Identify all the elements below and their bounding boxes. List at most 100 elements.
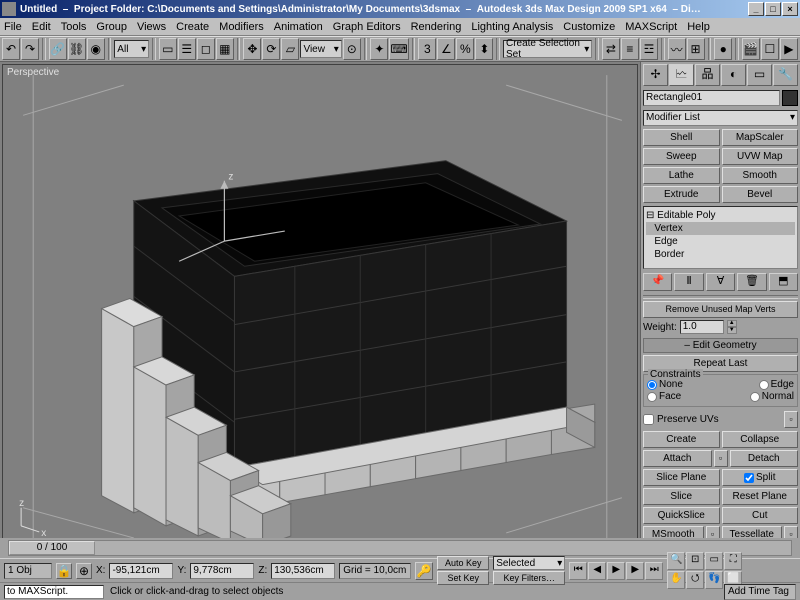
tab-create[interactable]: ✢ bbox=[643, 64, 668, 86]
constraint-none[interactable]: None bbox=[647, 379, 683, 390]
manipulate-button[interactable]: ✦ bbox=[370, 38, 388, 60]
scale-button[interactable]: ▱ bbox=[281, 38, 299, 60]
nav-zoomall[interactable]: ⊡ bbox=[686, 552, 704, 570]
coord-z[interactable]: 130,536cm bbox=[271, 563, 335, 579]
selection-set-combo[interactable]: Create Selection Set▾ bbox=[503, 40, 592, 58]
refcoord-combo[interactable]: View▾ bbox=[300, 40, 341, 58]
tab-display[interactable]: ▭ bbox=[747, 64, 772, 86]
move-button[interactable]: ✥ bbox=[243, 38, 261, 60]
menu-maxscript[interactable]: MAXScript bbox=[625, 21, 677, 33]
goto-end-button[interactable]: ⏭ bbox=[645, 562, 663, 580]
nav-walk[interactable]: 👣 bbox=[705, 571, 723, 589]
abs-rel-button[interactable]: ⊕ bbox=[76, 563, 92, 579]
time-tag-button[interactable]: Add Time Tag bbox=[724, 584, 796, 600]
play-button[interactable]: ▶ bbox=[607, 562, 625, 580]
tab-motion[interactable]: ◐ bbox=[721, 64, 746, 86]
nav-zoomext[interactable]: ⛶ bbox=[724, 552, 742, 570]
modifier-list-dropdown[interactable]: Modifier List▾ bbox=[643, 110, 798, 126]
mod-bevel[interactable]: Bevel bbox=[722, 186, 799, 203]
rollout-edit-geometry[interactable]: – Edit Geometry bbox=[643, 338, 798, 353]
configure-icon[interactable]: ⬒ bbox=[769, 273, 798, 291]
rotate-button[interactable]: ⟳ bbox=[262, 38, 280, 60]
menu-animation[interactable]: Animation bbox=[274, 21, 323, 33]
menu-modifiers[interactable]: Modifiers bbox=[219, 21, 264, 33]
preserve-uvs-settings[interactable]: ▫ bbox=[784, 411, 798, 428]
close-button[interactable]: × bbox=[782, 2, 798, 16]
schematic-button[interactable]: ⊞ bbox=[687, 38, 705, 60]
show-end-icon[interactable]: Ⅱ bbox=[674, 273, 703, 291]
modifier-stack[interactable]: ⊟ Editable Poly Vertex Edge Border bbox=[643, 206, 798, 269]
mod-uvwmap[interactable]: UVW Map bbox=[722, 148, 799, 165]
mod-shell[interactable]: Shell bbox=[643, 129, 720, 146]
slice-plane-button[interactable]: Slice Plane bbox=[643, 469, 720, 486]
menu-help[interactable]: Help bbox=[687, 21, 710, 33]
key-icon[interactable]: 🔑 bbox=[415, 562, 433, 580]
bind-button[interactable]: ◉ bbox=[87, 38, 105, 60]
object-color-swatch[interactable] bbox=[782, 90, 798, 106]
tab-hierarchy[interactable]: 品 bbox=[695, 64, 720, 86]
lock-button[interactable]: 🔒 bbox=[56, 563, 72, 579]
material-button[interactable]: ● bbox=[714, 38, 732, 60]
mod-smooth[interactable]: Smooth bbox=[722, 167, 799, 184]
maxscript-prompt[interactable]: to MAXScript. bbox=[4, 585, 104, 599]
quickslice-button[interactable]: QuickSlice bbox=[643, 507, 720, 524]
time-slider-thumb[interactable]: 0 / 100 bbox=[9, 541, 95, 555]
pin-stack-icon[interactable]: 📌 bbox=[643, 273, 672, 291]
nav-pan[interactable]: ✋ bbox=[667, 571, 685, 589]
prev-frame-button[interactable]: ◀ bbox=[588, 562, 606, 580]
keyfilters-button[interactable]: Key Filters… bbox=[493, 571, 565, 585]
nav-fov[interactable]: ▭ bbox=[705, 552, 723, 570]
keymode-dropdown[interactable]: Selected▾ bbox=[493, 556, 565, 570]
make-unique-icon[interactable]: ∀ bbox=[706, 273, 735, 291]
menu-create[interactable]: Create bbox=[176, 21, 209, 33]
remove-unused-verts-button[interactable]: Remove Unused Map Verts bbox=[643, 301, 798, 318]
attach-settings[interactable]: ▫ bbox=[714, 450, 728, 467]
detach-button[interactable]: Detach bbox=[730, 450, 799, 467]
window-crossing-button[interactable]: ▦ bbox=[216, 38, 234, 60]
constraint-normal[interactable]: Normal bbox=[750, 391, 794, 402]
object-name-field[interactable]: Rectangle01 bbox=[643, 90, 780, 106]
nav-zoom[interactable]: 🔍 bbox=[667, 552, 685, 570]
setkey-button[interactable]: Set Key bbox=[437, 571, 489, 585]
select-region-button[interactable]: ◻ bbox=[197, 38, 215, 60]
slice-button[interactable]: Slice bbox=[643, 488, 720, 505]
constraint-face[interactable]: Face bbox=[647, 391, 681, 402]
menu-lighting[interactable]: Lighting Analysis bbox=[471, 21, 553, 33]
menu-group[interactable]: Group bbox=[96, 21, 127, 33]
maximize-button[interactable]: □ bbox=[765, 2, 781, 16]
reset-plane-button[interactable]: Reset Plane bbox=[722, 488, 799, 505]
remove-mod-icon[interactable]: 🗑 bbox=[737, 273, 766, 291]
render-frame-button[interactable]: ☐ bbox=[761, 38, 779, 60]
menu-views[interactable]: Views bbox=[137, 21, 166, 33]
snap-button[interactable]: 3 bbox=[418, 38, 436, 60]
menu-edit[interactable]: Edit bbox=[32, 21, 51, 33]
mod-mapscaler[interactable]: MapScaler bbox=[722, 129, 799, 146]
percent-snap-button[interactable]: % bbox=[456, 38, 474, 60]
mod-sweep[interactable]: Sweep bbox=[643, 148, 720, 165]
redo-button[interactable]: ↷ bbox=[21, 38, 39, 60]
mod-lathe[interactable]: Lathe bbox=[643, 167, 720, 184]
mirror-button[interactable]: ⇄ bbox=[602, 38, 620, 60]
menu-rendering[interactable]: Rendering bbox=[411, 21, 462, 33]
constraint-edge[interactable]: Edge bbox=[759, 379, 794, 390]
menu-customize[interactable]: Customize bbox=[563, 21, 615, 33]
coord-x[interactable]: -95,121cm bbox=[109, 563, 173, 579]
curve-editor-button[interactable]: 〰 bbox=[668, 38, 686, 60]
render-button[interactable]: ▶ bbox=[780, 38, 798, 60]
mod-extrude[interactable]: Extrude bbox=[643, 186, 720, 203]
nav-orbit[interactable]: ⭯ bbox=[686, 571, 704, 589]
unlink-button[interactable]: ⛓ bbox=[68, 38, 86, 60]
undo-button[interactable]: ↶ bbox=[2, 38, 20, 60]
tab-modify[interactable]: 🗠 bbox=[669, 64, 694, 86]
select-button[interactable]: ▭ bbox=[159, 38, 177, 60]
next-frame-button[interactable]: ▶ bbox=[626, 562, 644, 580]
link-button[interactable]: 🔗 bbox=[49, 38, 67, 60]
autokey-button[interactable]: Auto Key bbox=[437, 556, 489, 570]
filter-combo[interactable]: All▾ bbox=[114, 40, 149, 58]
render-setup-button[interactable]: 🎬 bbox=[742, 38, 760, 60]
angle-snap-button[interactable]: ∠ bbox=[437, 38, 455, 60]
attach-button[interactable]: Attach bbox=[643, 450, 712, 467]
collapse-button[interactable]: Collapse bbox=[722, 431, 799, 448]
menu-grapheditors[interactable]: Graph Editors bbox=[333, 21, 401, 33]
split-checkbox[interactable]: Split bbox=[722, 469, 799, 486]
